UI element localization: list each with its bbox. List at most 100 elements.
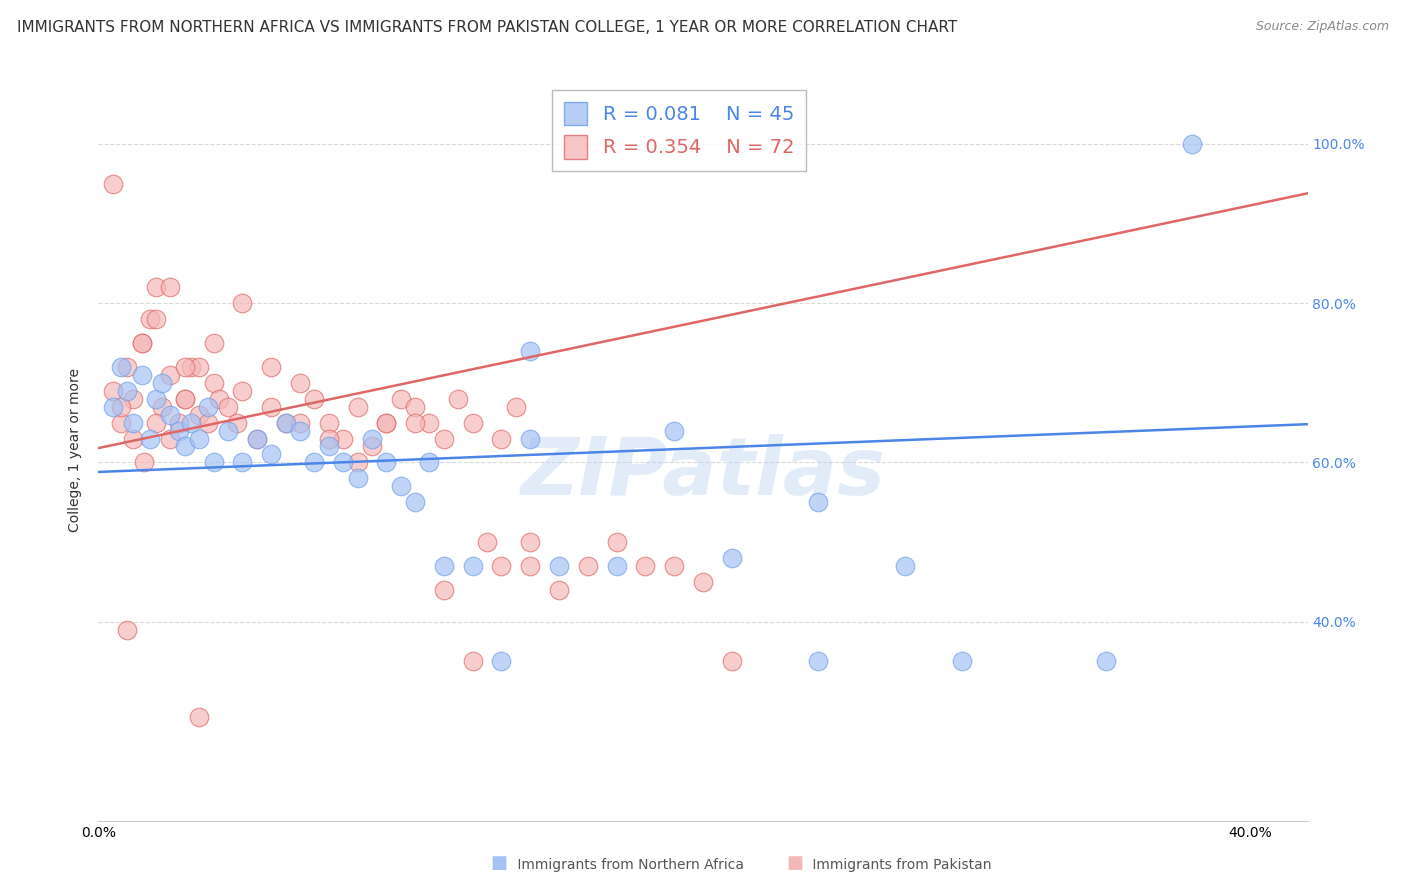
Point <box>197 416 219 430</box>
Point <box>332 455 354 469</box>
Point <box>505 400 527 414</box>
Text: Immigrants from Northern Africa: Immigrants from Northern Africa <box>513 858 744 872</box>
Point <box>180 416 202 430</box>
Point <box>950 655 973 669</box>
Point <box>134 455 156 469</box>
Text: Immigrants from Pakistan: Immigrants from Pakistan <box>808 858 993 872</box>
Point <box>375 455 398 469</box>
Point <box>548 582 571 597</box>
Point <box>122 416 145 430</box>
Point <box>180 359 202 374</box>
Point <box>167 416 190 430</box>
Point <box>288 424 311 438</box>
Point <box>202 336 225 351</box>
Point <box>375 416 398 430</box>
Point <box>318 432 340 446</box>
Legend: R = 0.081    N = 45, R = 0.354    N = 72: R = 0.081 N = 45, R = 0.354 N = 72 <box>553 90 806 170</box>
Point <box>447 392 470 406</box>
Point <box>260 400 283 414</box>
Point <box>519 432 541 446</box>
Point <box>173 392 195 406</box>
Point <box>115 359 138 374</box>
Point <box>461 558 484 573</box>
Point <box>188 408 211 422</box>
Text: IMMIGRANTS FROM NORTHERN AFRICA VS IMMIGRANTS FROM PAKISTAN COLLEGE, 1 YEAR OR M: IMMIGRANTS FROM NORTHERN AFRICA VS IMMIG… <box>17 20 957 35</box>
Point <box>188 710 211 724</box>
Point <box>389 479 412 493</box>
Point <box>461 416 484 430</box>
Point <box>246 432 269 446</box>
Point <box>110 400 132 414</box>
Point <box>231 384 253 398</box>
Point <box>664 558 686 573</box>
Point <box>491 655 513 669</box>
Point <box>110 359 132 374</box>
Point <box>131 336 153 351</box>
Point <box>167 424 190 438</box>
Point <box>260 447 283 461</box>
Point <box>720 655 742 669</box>
Point <box>197 400 219 414</box>
Point <box>433 558 456 573</box>
Point <box>304 455 326 469</box>
Point <box>231 296 253 310</box>
Point <box>145 280 167 294</box>
Point <box>225 416 247 430</box>
Point <box>491 432 513 446</box>
Point <box>217 424 239 438</box>
Point <box>202 455 225 469</box>
Text: Source: ZipAtlas.com: Source: ZipAtlas.com <box>1256 20 1389 33</box>
Point <box>202 376 225 390</box>
Point <box>304 392 326 406</box>
Point <box>361 432 384 446</box>
Point <box>145 312 167 326</box>
Point <box>475 535 498 549</box>
Point <box>634 558 657 573</box>
Point <box>139 312 162 326</box>
Point <box>122 392 145 406</box>
Point <box>389 392 412 406</box>
Point <box>150 376 173 390</box>
Point <box>217 400 239 414</box>
Point <box>375 416 398 430</box>
Point <box>139 432 162 446</box>
Y-axis label: College, 1 year or more: College, 1 year or more <box>69 368 83 533</box>
Point <box>231 455 253 469</box>
Point <box>346 455 368 469</box>
Point <box>461 655 484 669</box>
Point <box>332 432 354 446</box>
Point <box>1181 136 1204 151</box>
Point <box>145 392 167 406</box>
Point <box>346 471 368 485</box>
Point <box>122 432 145 446</box>
Point <box>720 550 742 565</box>
Point <box>260 359 283 374</box>
Point <box>115 623 138 637</box>
Point <box>101 177 124 191</box>
Text: ■: ■ <box>786 855 803 872</box>
Point <box>519 558 541 573</box>
Point <box>404 495 426 509</box>
Point <box>576 558 599 573</box>
Point <box>807 655 830 669</box>
Point <box>1095 655 1118 669</box>
Point <box>433 582 456 597</box>
Point <box>288 376 311 390</box>
Point <box>418 416 440 430</box>
Point <box>606 558 628 573</box>
Point <box>318 416 340 430</box>
Point <box>101 400 124 414</box>
Point <box>150 400 173 414</box>
Point <box>274 416 297 430</box>
Point <box>145 416 167 430</box>
Point <box>274 416 297 430</box>
Point <box>664 424 686 438</box>
Point <box>173 359 195 374</box>
Point <box>246 432 269 446</box>
Point <box>288 416 311 430</box>
Point <box>519 535 541 549</box>
Point <box>418 455 440 469</box>
Point <box>491 558 513 573</box>
Point <box>173 392 195 406</box>
Point <box>101 384 124 398</box>
